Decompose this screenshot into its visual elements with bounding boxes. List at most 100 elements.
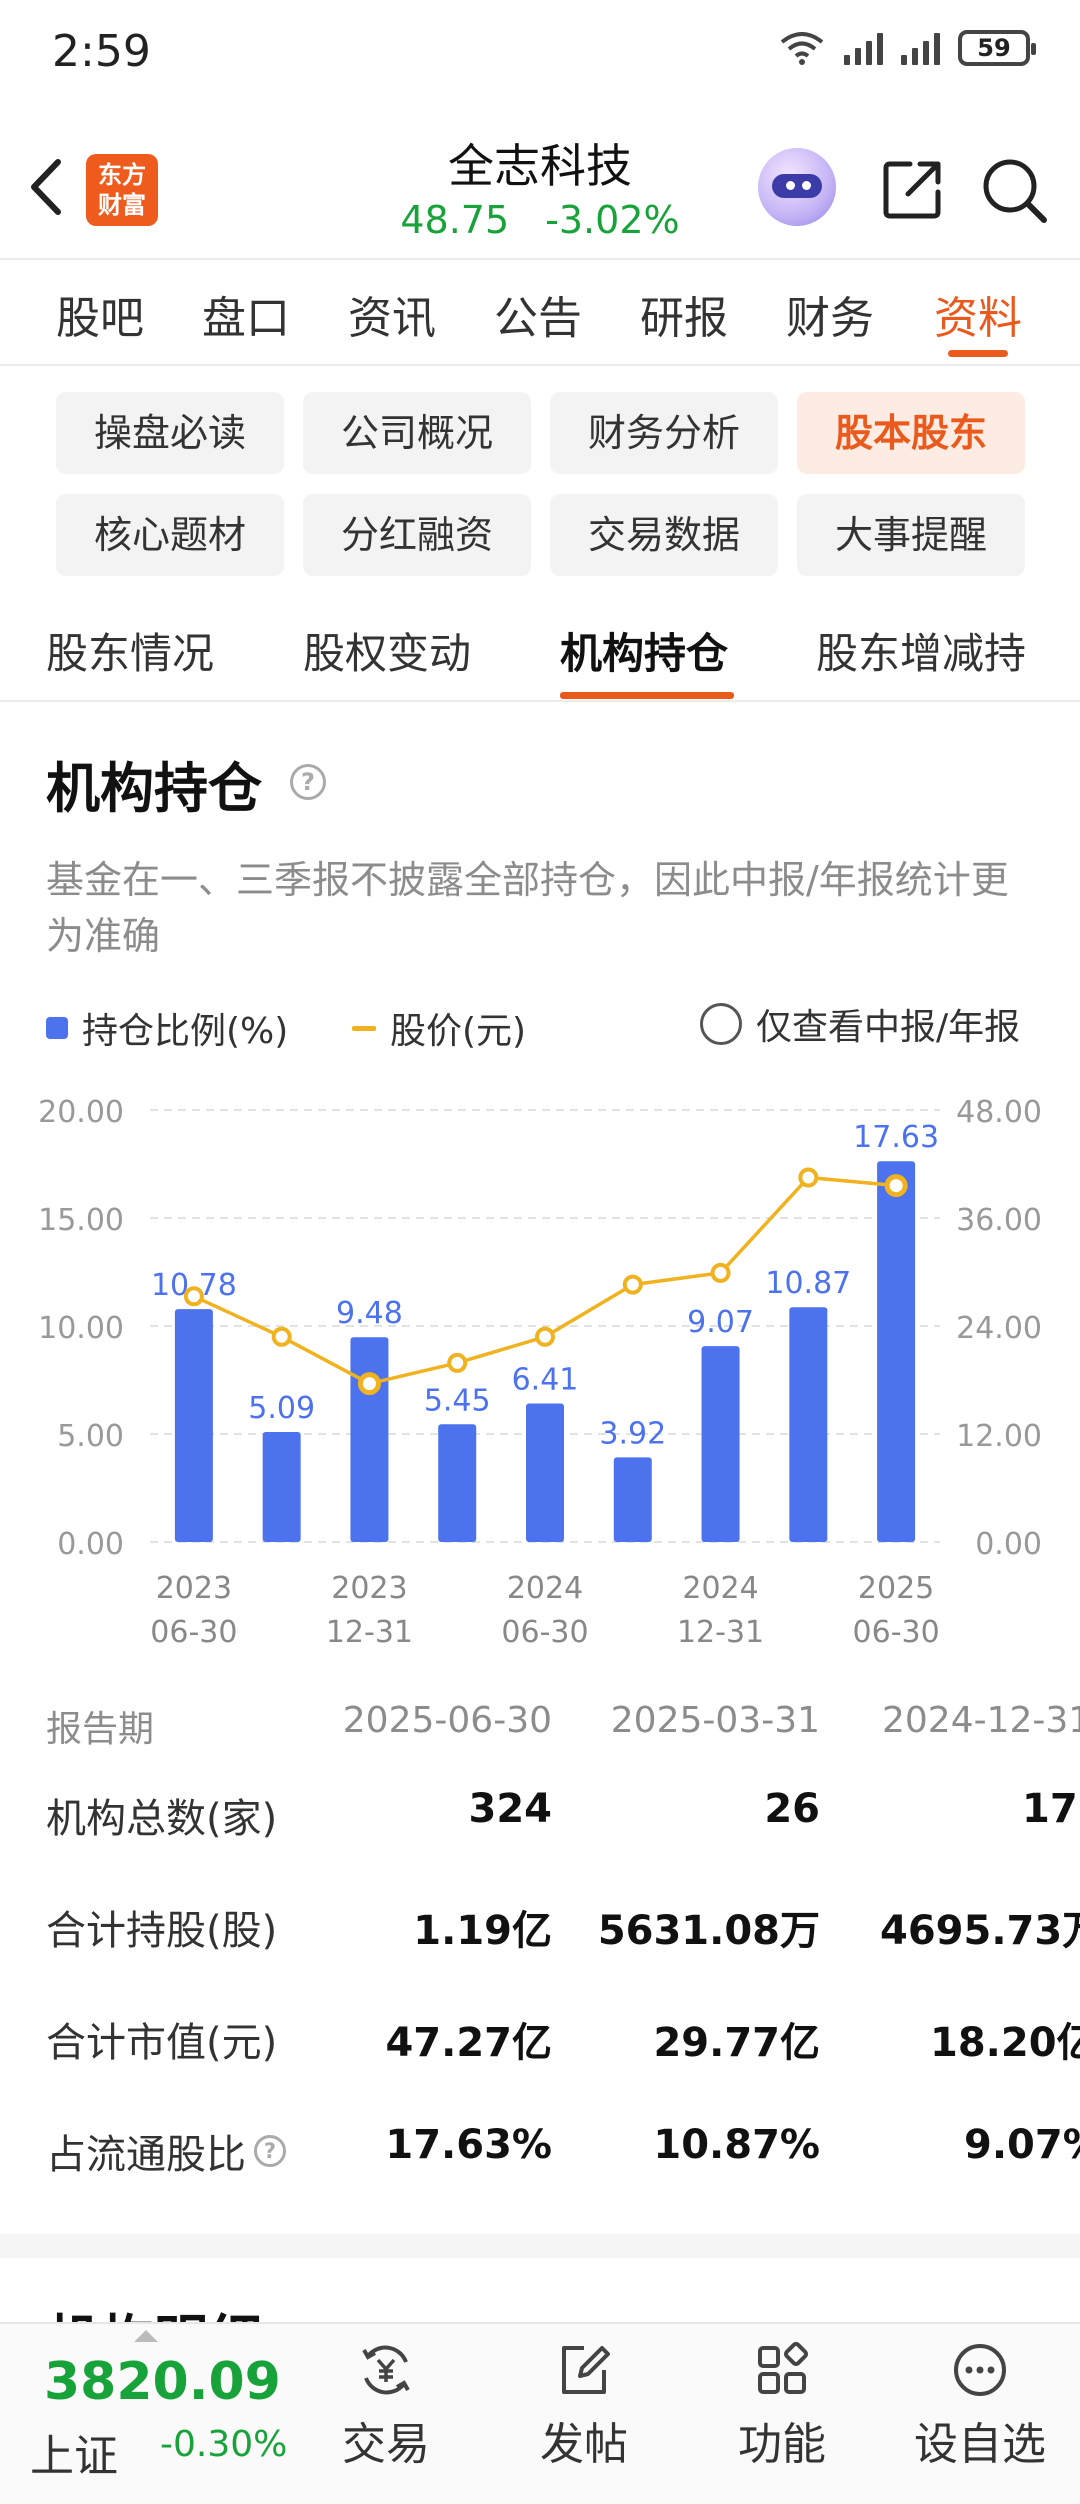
table-cell: 9.07% xyxy=(964,2122,1080,2168)
chip-trading-guide[interactable]: 操盘必读 xyxy=(56,392,284,474)
header-divider xyxy=(0,258,1080,260)
status-icons: 59 xyxy=(778,30,1036,66)
subtab-indicator xyxy=(560,692,734,699)
bar xyxy=(438,1424,477,1542)
help-icon[interactable]: ? xyxy=(290,764,326,800)
table-cell: 10.87% xyxy=(653,2122,820,2168)
y-right-tick-label: 24.00 xyxy=(956,1311,1042,1346)
table-cell: 1.19亿 xyxy=(413,1908,552,1954)
chip-core-themes[interactable]: 核心题材 xyxy=(56,494,284,576)
filter-toggle-label: 仅查看中报/年报 xyxy=(756,1007,1021,1048)
x-tick-label: 06-30 xyxy=(150,1615,237,1650)
subtab-holding-changes[interactable]: 股东增减持 xyxy=(816,629,1027,678)
chip-trading-data[interactable]: 交易数据 xyxy=(550,494,778,576)
price-point xyxy=(271,1326,292,1347)
bar xyxy=(526,1403,564,1542)
grid-icon xyxy=(758,2341,809,2394)
chip-financial-analysis[interactable]: 财务分析 xyxy=(550,392,778,474)
chip-dividends[interactable]: 分红融资 xyxy=(303,494,531,576)
chip-event-reminders[interactable]: 大事提醒 xyxy=(797,494,1025,576)
index-name[interactable]: 上证 xyxy=(30,2431,118,2482)
stock-name: 全志科技 xyxy=(448,139,632,193)
legend-bar-swatch xyxy=(46,1017,68,1039)
bar xyxy=(174,1309,213,1542)
row-label: 合计持股(股) xyxy=(46,1908,278,1954)
y-right-tick-label: 12.00 xyxy=(956,1419,1042,1454)
status-time: 2:59 xyxy=(52,26,151,77)
stock-price: 48.75 xyxy=(400,198,510,242)
more-icon xyxy=(954,2344,1006,2396)
bar xyxy=(262,1432,301,1542)
legend-line-label: 股价(元) xyxy=(390,1011,527,1052)
functions-button[interactable]: 功能 xyxy=(712,2340,852,2472)
trade-button[interactable]: 交易 xyxy=(316,2340,456,2472)
x-tick-label: 12-31 xyxy=(677,1615,764,1650)
index-value[interactable]: 3820.09 xyxy=(44,2352,281,2412)
price-point xyxy=(798,1167,819,1188)
search-icon[interactable] xyxy=(978,154,1050,226)
chip-shareholders[interactable]: 股本股东 xyxy=(797,392,1025,474)
x-tick-label: 2024 xyxy=(682,1571,758,1606)
help-icon[interactable]: ? xyxy=(254,2135,286,2167)
bar-data-label: 9.07 xyxy=(687,1305,754,1340)
price-point xyxy=(183,1286,204,1307)
watchlist-button[interactable]: 设自选 xyxy=(910,2340,1050,2472)
tab-news[interactable]: 资讯 xyxy=(348,293,436,344)
table-cell: 18.20亿 xyxy=(930,2020,1080,2066)
expand-arrow-icon[interactable] xyxy=(134,2330,158,2342)
price-point xyxy=(535,1326,555,1347)
y-right-tick-label: 36.00 xyxy=(956,1203,1042,1238)
tab-profile[interactable]: 资料 xyxy=(934,293,1022,344)
row-label: 机构总数(家) xyxy=(46,1796,278,1842)
tab-research[interactable]: 研报 xyxy=(640,293,728,344)
main-tabs: 股吧 盘口 资讯 公告 研报 财务 资料 xyxy=(0,262,1080,362)
radio-icon[interactable] xyxy=(700,1003,742,1045)
filter-toggle[interactable]: 仅查看中报/年报 xyxy=(700,998,1020,1050)
y-right-tick-label: 0.00 xyxy=(975,1527,1042,1562)
logo-text-line1: 东方 xyxy=(98,161,146,189)
y-left-tick-label: 0.00 xyxy=(57,1527,124,1562)
tab-pankou[interactable]: 盘口 xyxy=(202,293,290,344)
tab-guba[interactable]: 股吧 xyxy=(56,293,144,344)
x-tick-label: 12-31 xyxy=(326,1615,413,1650)
bar xyxy=(350,1337,389,1542)
row-label: 合计市值(元) xyxy=(46,2020,278,2066)
x-tick-label: 2024 xyxy=(507,1571,583,1606)
bar xyxy=(613,1457,652,1542)
back-arrow-icon[interactable] xyxy=(18,152,78,222)
x-tick-label: 2025 xyxy=(858,1571,934,1606)
subtab-equity-changes[interactable]: 股权变动 xyxy=(303,629,472,678)
table-header-label: 报告期 xyxy=(46,1709,155,1750)
bar xyxy=(877,1161,916,1542)
x-tick-label: 06-30 xyxy=(501,1615,588,1650)
tab-finance[interactable]: 财务 xyxy=(786,293,874,344)
tab-announcements[interactable]: 公告 xyxy=(494,293,582,344)
ai-assistant-icon[interactable] xyxy=(758,148,836,226)
bottom-bar: 3820.09 上证 -0.30% 交易 发帖 功能 xyxy=(0,2322,1080,2504)
legend-bar: 持仓比例(%) xyxy=(46,1002,288,1054)
price-point xyxy=(447,1352,468,1373)
share-icon[interactable] xyxy=(878,154,948,224)
index-change[interactable]: -0.30% xyxy=(160,2424,288,2465)
bar-data-label: 5.45 xyxy=(424,1383,491,1418)
cell-signal-icon xyxy=(844,31,883,65)
y-right-tick-label: 48.00 xyxy=(956,1095,1042,1130)
subtab-shareholders[interactable]: 股东情况 xyxy=(46,629,215,678)
stock-change: -3.02% xyxy=(545,198,680,242)
x-tick-label: 2023 xyxy=(156,1571,232,1606)
post-button[interactable]: 发帖 xyxy=(514,2340,654,2472)
app-logo[interactable]: 东方 财富 xyxy=(86,154,158,226)
bar xyxy=(701,1346,740,1542)
table-cell: 29.77亿 xyxy=(653,2020,820,2066)
bar xyxy=(789,1307,828,1542)
watchlist-label: 设自选 xyxy=(914,2419,1046,2470)
price-point xyxy=(357,1372,381,1396)
functions-label: 功能 xyxy=(738,2419,826,2470)
table-cell: 324 xyxy=(468,1786,553,1832)
stock-quote: 48.75 -3.02% xyxy=(0,198,1080,242)
chip-company-overview[interactable]: 公司概况 xyxy=(303,392,531,474)
table-column-header: 2025-03-31 xyxy=(610,1700,820,1741)
status-bar: 2:59 59 xyxy=(0,0,1080,110)
subtab-institutional-holdings[interactable]: 机构持仓 xyxy=(560,629,729,678)
legend-bar-label: 持仓比例(%) xyxy=(82,1011,289,1052)
